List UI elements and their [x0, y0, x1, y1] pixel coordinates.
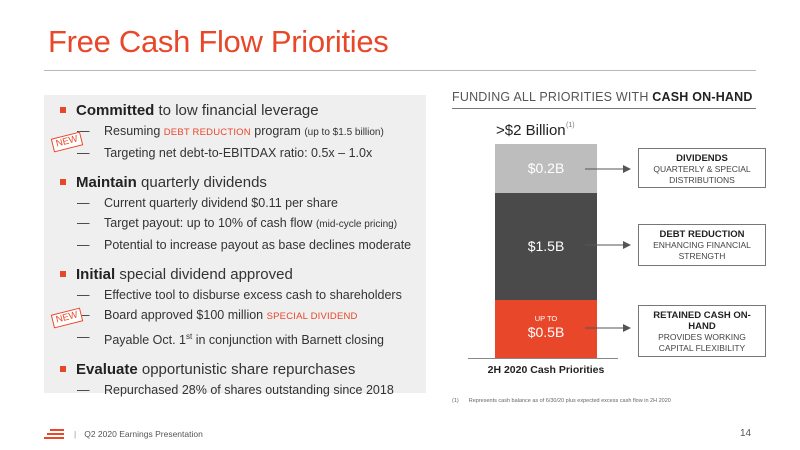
- segment-prefix: UP TO: [534, 314, 558, 323]
- bar-segment-debt-reduction: $1.5B: [495, 193, 597, 300]
- chart-baseline: [468, 358, 618, 359]
- sub-bullet: — Targeting net debt-to-EBITDAX ratio: 0.…: [60, 144, 430, 162]
- sub-text: Targeting net debt-to-EBITDAX ratio: 0.5…: [104, 146, 373, 160]
- priorities-list: Committed to low financial leverage — Res…: [60, 102, 430, 411]
- bullet-keyword: Committed: [76, 102, 155, 119]
- bullet-main: Evaluate opportunistic share repurchases: [60, 361, 430, 379]
- callout-subtitle: ENHANCING FINANCIAL STRENGTH: [653, 240, 751, 261]
- bullet-main: Committed to low financial leverage: [60, 102, 430, 120]
- callout-subtitle: QUARTERLY & SPECIAL DISTRIBUTIONS: [653, 164, 751, 185]
- sub-text: Potential to increase payout as base dec…: [104, 238, 412, 252]
- sub-note: (up to $1.5 billion): [304, 127, 384, 138]
- bullet-text: quarterly dividends: [136, 174, 267, 191]
- dash-marker: —: [77, 238, 90, 252]
- highlight-tag: DEBT REDUCTION: [163, 127, 251, 138]
- sub-bullet: — Resuming DEBT REDUCTION program (up to …: [60, 122, 430, 142]
- callout-dividends: DIVIDENDS QUARTERLY & SPECIAL DISTRIBUTI…: [638, 148, 766, 188]
- dash-marker: —: [77, 146, 90, 160]
- bar-segment-dividends: $0.2B: [495, 144, 597, 193]
- bullet-keyword: Evaluate: [76, 361, 138, 379]
- bullet-keyword: Initial: [76, 266, 116, 283]
- dash-marker: —: [77, 288, 90, 302]
- callout-title: RETAINED CASH ON-HAND: [653, 310, 751, 332]
- title-divider: [44, 70, 756, 71]
- footnote-text: Represents cash balance as of 6/30/20 pl…: [468, 398, 671, 404]
- sub-bullet: — Potential to increase payout as base de…: [60, 236, 430, 254]
- footer-label: Q2 2020 Earnings Presentation: [84, 429, 203, 439]
- sub-text: Board approved $100 million: [104, 308, 267, 322]
- sub-text: Resuming: [104, 124, 164, 138]
- footer: | Q2 2020 Earnings Presentation: [44, 429, 203, 439]
- bullet-marker: [60, 107, 66, 113]
- bullet-marker: [60, 271, 66, 277]
- slide-title: Free Cash Flow Priorities: [48, 24, 389, 59]
- bar-segment-retained-cash: UP TO $0.5B: [495, 300, 597, 358]
- sub-text: Current quarterly dividend $0.11 per sha…: [104, 196, 338, 210]
- priority-group-repurchases: Evaluate opportunistic share repurchases…: [60, 361, 430, 399]
- footnote: (1) Represents cash balance as of 6/30/20…: [452, 398, 671, 404]
- priority-group-dividends: Maintain quarterly dividends — Current qu…: [60, 174, 430, 254]
- sub-bullet: — Target payout: up to 10% of cash flow (…: [60, 214, 430, 234]
- sub-text: program: [250, 124, 305, 138]
- callout-retained-cash: RETAINED CASH ON-HAND PROVIDES WORKING C…: [638, 305, 766, 357]
- bullet-main: Maintain quarterly dividends: [60, 174, 430, 192]
- sub-text: Target payout: up to 10% of cash flow: [104, 216, 316, 230]
- total-label: >$2 Billion: [496, 122, 566, 139]
- sub-text: Payable Oct. 1: [104, 333, 186, 348]
- footnote-number: (1): [452, 398, 459, 404]
- sub-text: in conjunction with Barnett closing: [192, 333, 385, 348]
- priority-group-special-dividend: Initial special dividend approved — Effec…: [60, 266, 430, 349]
- chart-title-plain: FUNDING ALL PRIORITIES WITH: [452, 90, 653, 104]
- sub-text: Repurchased 28% of shares outstanding si…: [104, 383, 394, 398]
- x-category-label: 2H 2020 Cash Priorities: [487, 364, 605, 376]
- callout-debt-reduction: DEBT REDUCTION ENHANCING FINANCIAL STREN…: [638, 224, 766, 266]
- sub-bullet: — Effective tool to disburse excess cash …: [60, 286, 430, 304]
- chart-title-underline: [452, 108, 756, 109]
- sub-bullet: — Current quarterly dividend $0.11 per sh…: [60, 194, 430, 212]
- priorities-panel: [44, 95, 426, 393]
- bullet-text: special dividend approved: [115, 266, 293, 283]
- chart-title-bold: CASH ON-HAND: [652, 90, 753, 104]
- bullet-text: opportunistic share repurchases: [137, 361, 356, 379]
- sub-bullet: — Board approved $100 million SPECIAL DIV…: [60, 306, 430, 326]
- arrow-right-icon: [585, 324, 631, 332]
- priority-group-leverage: Committed to low financial leverage — Res…: [60, 102, 430, 162]
- footer-separator: |: [74, 429, 77, 439]
- callout-title: DIVIDENDS: [676, 153, 728, 164]
- arrow-right-icon: [585, 241, 631, 249]
- page-number: 14: [740, 428, 752, 439]
- bullet-text: to low financial leverage: [154, 102, 319, 119]
- sub-bullet: — Repurchased 28% of shares outstanding s…: [60, 381, 430, 399]
- superscript: st: [186, 332, 193, 341]
- callout-subtitle: PROVIDES WORKING CAPITAL FLEXIBILITY: [658, 332, 746, 353]
- company-logo-icon: [44, 429, 64, 439]
- callout-title: DEBT REDUCTION: [659, 229, 745, 240]
- arrow-right-icon: [585, 165, 631, 173]
- bullet-marker: [60, 179, 66, 185]
- bullet-keyword: Maintain: [76, 174, 137, 191]
- highlight-tag: SPECIAL DIVIDEND: [266, 311, 358, 322]
- dash-marker: —: [77, 330, 90, 344]
- sub-note: (mid-cycle pricing): [315, 219, 398, 230]
- sub-text: Effective tool to disburse excess cash t…: [104, 288, 402, 302]
- bullet-marker: [60, 366, 66, 373]
- dash-marker: —: [77, 196, 90, 210]
- bullet-main: Initial special dividend approved: [60, 266, 430, 284]
- segment-value: $0.5B: [527, 324, 565, 340]
- sub-bullet: — Payable Oct. 1st in conjunction with Ba…: [60, 328, 430, 349]
- total-footnote-marker: (1): [566, 122, 575, 129]
- chart-title: FUNDING ALL PRIORITIES WITH CASH ON-HAND: [452, 90, 762, 104]
- dash-marker: —: [77, 383, 90, 398]
- dash-marker: —: [77, 216, 90, 230]
